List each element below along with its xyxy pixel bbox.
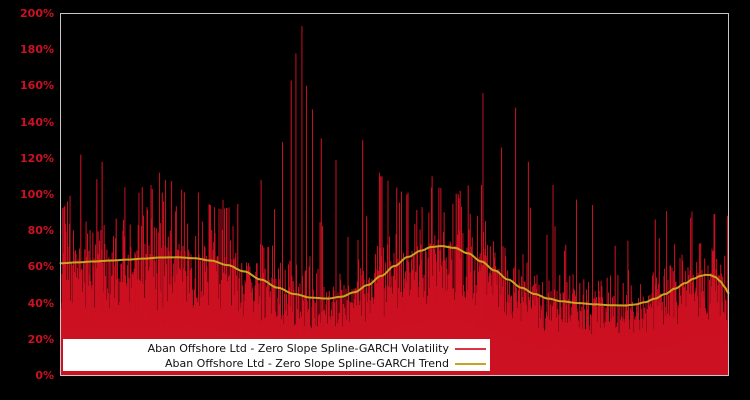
chart-legend: Aban Offshore Ltd - Zero Slope Spline-GA… <box>63 339 490 371</box>
legend-swatch-volatility <box>455 347 486 350</box>
legend-label-trend: Aban Offshore Ltd - Zero Slope Spline-GA… <box>164 356 449 370</box>
legend-swatch-trend <box>455 362 486 365</box>
legend-item-volatility: Aban Offshore Ltd - Zero Slope Spline-GA… <box>64 341 491 356</box>
legend-item-trend: Aban Offshore Ltd - Zero Slope Spline-GA… <box>64 356 491 371</box>
legend-label-volatility: Aban Offshore Ltd - Zero Slope Spline-GA… <box>147 341 449 355</box>
